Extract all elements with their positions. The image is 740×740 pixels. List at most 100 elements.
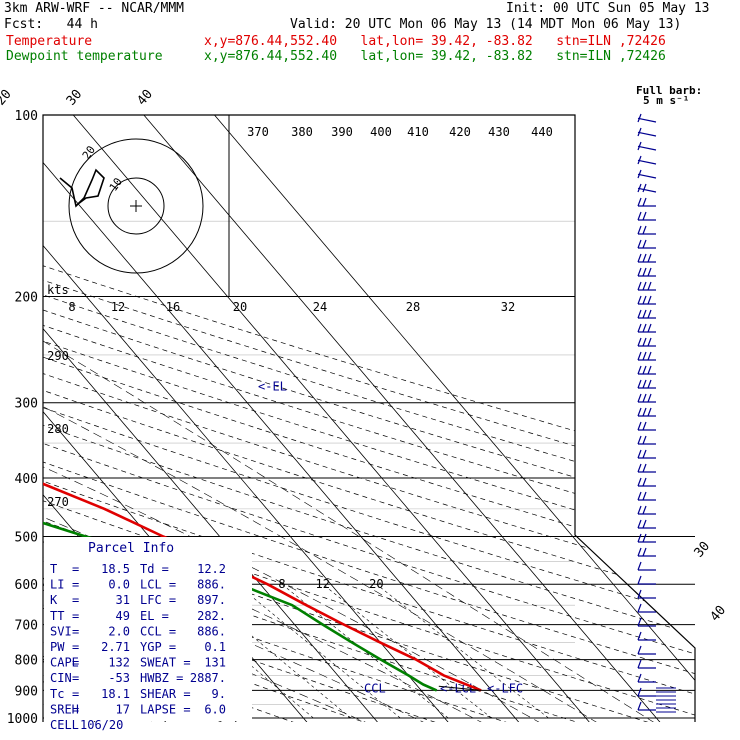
parcel-info-key: PW: [50, 640, 65, 654]
wind-barb-flag: [642, 393, 647, 403]
wind-barb-flag: [637, 141, 642, 151]
parcel-info-value: 6.0: [204, 702, 226, 716]
parcel-info-key: TT: [50, 609, 64, 623]
wind-barb-flag: [637, 365, 642, 375]
wind-barb-flag: [647, 295, 652, 305]
wind-barb-flag: [642, 337, 647, 347]
dry-adiabat: [43, 115, 695, 722]
wind-barb-flag: [642, 211, 647, 221]
hodograph-speed-label: 28: [406, 300, 420, 314]
parcel-info-key: CELL: [50, 718, 79, 732]
isotherm-label: 20: [0, 87, 15, 109]
parcel-info-equals: =: [72, 593, 79, 607]
parcel-info-value: 18.1: [101, 687, 130, 701]
wind-barb-flag: [637, 617, 642, 627]
isotherm-line: [43, 115, 456, 722]
barb-legend-label: Full barb:: [636, 84, 702, 97]
forecast-hour: Fcst: 44 h: [4, 17, 98, 32]
mixing-ratio-line: [281, 583, 449, 719]
wind-barb-flag: [642, 239, 647, 249]
wind-barb-flag: [642, 533, 647, 543]
wind-barb-flag: [637, 169, 642, 179]
wind-barb-flag: [637, 659, 642, 669]
wind-barb-flag: [637, 211, 642, 221]
parcel-info-equals: =: [72, 702, 79, 716]
wind-barb-flag: [637, 407, 642, 417]
wind-barb-flag: [642, 491, 647, 501]
wind-barb-flag: [637, 603, 642, 613]
dry-adiabat: [43, 115, 462, 722]
parcel-info-value: 2.0: [108, 624, 130, 638]
wind-barb-flag: [647, 393, 652, 403]
pressure-tick-label: 100: [15, 109, 38, 124]
wind-barb-flag: [642, 463, 647, 473]
parcel-info-equals: =: [72, 671, 79, 685]
hodograph-speed-label: 20: [233, 300, 247, 314]
wind-barb-flag: [647, 407, 652, 417]
wind-barb-flag: [637, 295, 642, 305]
barb-speed-label: 40: [708, 603, 730, 625]
parcel-info-equals: =: [72, 656, 79, 670]
wind-barb-flag: [642, 379, 647, 389]
parcel-info-key: EL =: [140, 609, 169, 623]
wind-barb-flag: [647, 253, 652, 263]
wind-barb-flag: [637, 673, 642, 683]
sounding-annotation: <-LFC: [487, 681, 523, 695]
wind-barb-flag: [637, 155, 642, 165]
wind-barb-flag: [637, 547, 642, 557]
wind-barb-flag: [647, 267, 652, 277]
parcel-info-key: LCL =: [140, 578, 176, 592]
isotherm-line: [120, 115, 668, 722]
wind-barb-staff: [637, 117, 657, 123]
parcel-info-title: Parcel Info: [88, 541, 174, 556]
parcel-info-value: 282.: [197, 609, 226, 623]
wind-barb-flag: [637, 239, 642, 249]
wind-barb-flag: [637, 309, 642, 319]
parcel-info-equals: =: [72, 624, 79, 638]
hodograph-inner-ring: [107, 177, 165, 235]
wind-barb-flag: [642, 477, 647, 487]
wind-barb-flag: [637, 505, 642, 515]
pressure-tick-label: 600: [15, 578, 38, 593]
wind-barb-flag: [637, 183, 642, 193]
hodograph-center-mark: [130, 200, 142, 212]
dewpoint-legend: Dewpoint temperature: [6, 49, 163, 64]
wind-barb-flag: [637, 519, 642, 529]
parcel-info-value: 0.1: [204, 640, 226, 654]
dry-adiabat: [43, 115, 695, 722]
valid-time: Valid: 20 UTC Mon 06 May 13 (14 MDT Mon …: [290, 17, 682, 32]
parcel-info-value: 897.: [197, 593, 226, 607]
wind-barb-staff: [637, 173, 657, 179]
parcel-info-value: 0.0: [108, 578, 130, 592]
wind-barb-flag: [642, 449, 647, 459]
parcel-info-value: 131: [204, 656, 226, 670]
pressure-tick-label: 500: [15, 530, 38, 545]
pressure-tick-label: 400: [15, 472, 38, 487]
theta-label: 440: [531, 125, 553, 139]
wind-barb-flag: [642, 183, 647, 193]
isotherm-line: [43, 115, 386, 722]
wind-barb-staff: [637, 145, 657, 151]
moist-adiabat: [43, 296, 611, 722]
theta-label: 380: [291, 125, 313, 139]
parcel-info-value: 18.5: [101, 562, 130, 576]
theta-label: 400: [370, 125, 392, 139]
parcel-info-key: CAPE: [50, 656, 79, 670]
parcel-info-value: 49: [116, 609, 130, 623]
wind-barb-flag: [642, 281, 647, 291]
parcel-info-value: 2887.: [190, 671, 226, 685]
mixing-ratio-label: 8: [278, 577, 285, 591]
wind-barb-flag: [642, 407, 647, 417]
dry-adiabat: [43, 115, 695, 722]
barb-legend-units: 5 m s⁻¹: [643, 94, 689, 107]
wind-barb-flag: [637, 421, 642, 431]
theta-label: 420: [449, 125, 471, 139]
wind-barb-flag: [637, 351, 642, 361]
hodograph-speed-label: 12: [111, 300, 125, 314]
wind-barb-flag: [642, 323, 647, 333]
wind-barb-flag: [637, 449, 642, 459]
temperature-profile: [43, 115, 482, 692]
hodograph-trace: [59, 168, 105, 208]
mixing-ratio-label: 12: [316, 577, 330, 591]
